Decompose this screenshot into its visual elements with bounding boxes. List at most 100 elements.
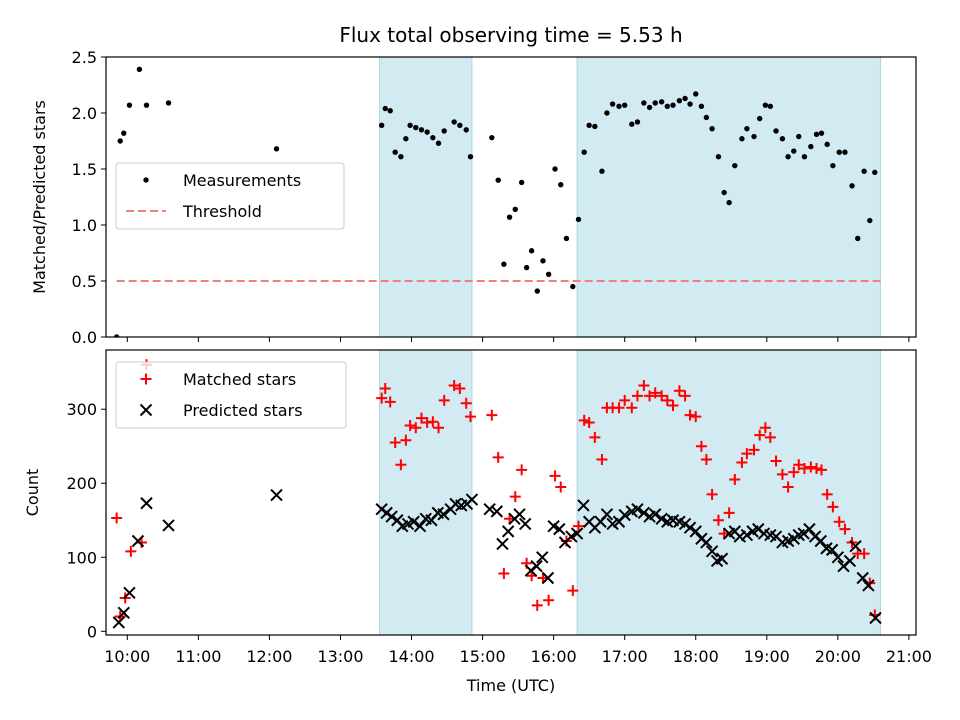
- x-tick-label: 16:00: [531, 647, 577, 666]
- legend-label: Measurements: [183, 171, 301, 190]
- matched-star-point: [798, 462, 810, 474]
- predicted-star-point: [117, 606, 130, 619]
- measurement-point: [609, 101, 616, 107]
- predicted-star-point: [689, 525, 702, 538]
- legend: Matched stars Predicted stars: [115, 361, 347, 429]
- matched-star-point: [125, 545, 137, 557]
- measurement-point: [629, 121, 635, 127]
- measurement-point: [407, 122, 413, 129]
- matched-star-point: [589, 431, 601, 443]
- legend-frame: [115, 361, 347, 429]
- matched-star-point: [427, 416, 439, 428]
- matched-star-point: [649, 387, 661, 399]
- measurement-point: [693, 91, 699, 97]
- measurement-point: [552, 166, 558, 172]
- measurement-point: [441, 128, 447, 134]
- matched-star-point: [578, 414, 590, 426]
- matched-star-point: [811, 462, 823, 474]
- matched-star-point: [638, 380, 650, 392]
- x-tick-label: 10:00: [104, 647, 150, 666]
- measurement-point: [512, 206, 518, 213]
- x-tick-label: 18:00: [673, 647, 719, 666]
- matched-star-point: [400, 434, 412, 446]
- measurement-point: [126, 102, 133, 108]
- measurement-point: [791, 148, 797, 154]
- predicted-star-point: [541, 571, 555, 585]
- count-panel: 0 100 200 300 10:00 11:00 12:00 13:00 14:00 15:00…: [23, 349, 932, 666]
- matched-star-point: [486, 409, 498, 421]
- predicted-star-point: [536, 551, 549, 564]
- measurement-point: [698, 103, 705, 109]
- measurement-point: [563, 235, 570, 242]
- predicted-star-point: [112, 616, 125, 629]
- measurement-point: [658, 99, 665, 105]
- shaded-interval: [379, 56, 473, 338]
- measurement-point: [534, 288, 540, 294]
- matched-star-point: [827, 501, 839, 513]
- measurement-point: [430, 134, 436, 141]
- predicted-star-point: [825, 543, 839, 557]
- measurement-point: [143, 102, 150, 108]
- predicted-star-point: [162, 519, 175, 532]
- predicted-star-point: [618, 508, 631, 522]
- measurement-point: [634, 119, 641, 125]
- measurement-point: [808, 143, 814, 150]
- matched-star-point: [679, 390, 691, 402]
- matched-star-point: [631, 390, 643, 402]
- matched-star-point: [776, 468, 788, 480]
- predicted-star-point: [413, 519, 427, 533]
- measurement-point: [495, 177, 501, 183]
- matched-star-point: [465, 411, 476, 423]
- measurement-point: [501, 261, 507, 267]
- x-tick-label: 15:00: [460, 647, 506, 666]
- measurement-point: [842, 149, 848, 155]
- measurement-point: [767, 103, 774, 109]
- measurement-point: [762, 102, 769, 108]
- predicted-star-point: [600, 508, 614, 521]
- matched-star-point: [793, 459, 805, 471]
- measurement-point: [824, 141, 830, 148]
- measurement-point: [756, 115, 763, 122]
- predicted-star-point: [131, 534, 145, 548]
- matched-star-point: [673, 385, 685, 397]
- measurement-point: [855, 235, 861, 242]
- measurement-point: [646, 104, 653, 111]
- data-layer: [113, 66, 881, 337]
- measurement-point: [836, 149, 842, 155]
- matched-star-point: [384, 396, 396, 408]
- measurement-point: [418, 127, 425, 133]
- y-tick-label: 200: [66, 474, 97, 493]
- predicted-star-point: [649, 508, 662, 521]
- predicted-star-point: [513, 508, 526, 521]
- measurement-point: [664, 103, 671, 109]
- predicted-star-point: [553, 522, 566, 536]
- measurement-point: [528, 248, 535, 254]
- measurement-point: [670, 102, 676, 108]
- matched-star-point: [389, 437, 401, 449]
- matched-star-point: [613, 402, 625, 414]
- measurement-point: [403, 136, 409, 142]
- predicted-star-point: [803, 522, 816, 536]
- matched-star-point: [770, 455, 782, 467]
- matched-star-point: [448, 380, 460, 392]
- predicted-star-point: [483, 502, 496, 516]
- matched-star-point: [700, 454, 712, 466]
- predicted-star-point: [530, 559, 543, 573]
- measurement-point: [581, 149, 587, 155]
- measurement-point: [676, 97, 683, 104]
- x-tick-label: 12:00: [246, 647, 292, 666]
- predicted-star-point: [631, 502, 644, 516]
- matched-star-point: [764, 431, 776, 443]
- matched-star-point: [741, 448, 753, 460]
- predicted-star-point: [869, 611, 882, 625]
- measurement-point: [818, 130, 825, 136]
- predicted-star-point: [683, 521, 697, 534]
- legend-swatch: [140, 373, 152, 385]
- predicted-star-point: [740, 528, 754, 542]
- matched-star-point: [748, 444, 760, 456]
- measurement-point: [721, 189, 727, 196]
- matched-star-point: [706, 488, 718, 500]
- measurement-point: [540, 258, 546, 264]
- matched-star-point: [567, 585, 579, 597]
